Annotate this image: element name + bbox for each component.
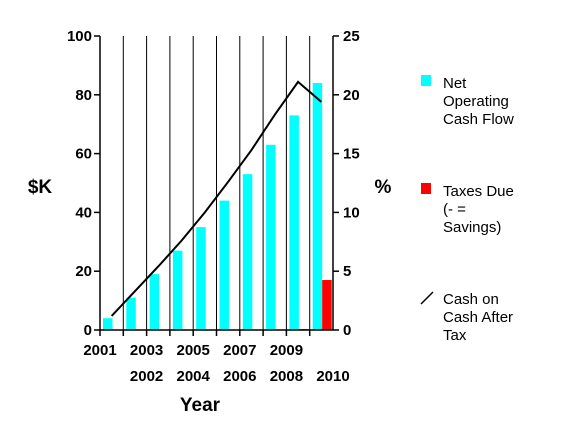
tick-labels: 0 20 40 60 80 100 0 5 10 15 20 25 2001 2002 2003 2004 20… bbox=[67, 28, 360, 385]
legend-line-swatch bbox=[420, 291, 434, 305]
bar-net-operating-cash-flow bbox=[312, 83, 323, 330]
legend-label: Operating bbox=[443, 93, 509, 110]
vertical-grid bbox=[122, 36, 311, 330]
bar-taxes-due bbox=[322, 280, 332, 330]
y2-tick-label: 5 bbox=[343, 263, 351, 280]
y2-tick-label: 10 bbox=[343, 204, 360, 221]
y-tick-label: 20 bbox=[75, 263, 92, 280]
axes bbox=[94, 35, 339, 336]
bar-net-operating-cash-flow bbox=[289, 115, 299, 330]
bar-net-operating-cash-flow bbox=[196, 227, 206, 330]
legend-label: Tax bbox=[443, 327, 467, 344]
y-axis-title: $K bbox=[28, 177, 53, 198]
x-tick-label: 2006 bbox=[223, 368, 256, 385]
y2-axis-title: % bbox=[375, 177, 392, 198]
x-tick-label: 2007 bbox=[223, 342, 256, 359]
x-tick-label: 2009 bbox=[270, 342, 303, 359]
y-tick-label: 0 bbox=[84, 322, 92, 339]
x-tick-label: 2010 bbox=[316, 368, 349, 385]
y-tick-label: 100 bbox=[67, 28, 92, 45]
legend-label: Cash Flow bbox=[443, 111, 514, 128]
y-tick-label: 40 bbox=[75, 204, 92, 221]
x-tick-label: 2003 bbox=[130, 342, 163, 359]
legend-label: Cash on bbox=[443, 291, 499, 308]
legend-swatch bbox=[421, 183, 431, 194]
y-tick-label: 80 bbox=[75, 87, 92, 104]
bar-net-operating-cash-flow bbox=[266, 144, 276, 330]
bar-net-operating-cash-flow bbox=[103, 318, 113, 330]
y2-tick-label: 15 bbox=[343, 146, 360, 163]
bar-net-operating-cash-flow bbox=[242, 174, 253, 330]
x-tick-label: 2005 bbox=[177, 342, 210, 359]
bar-net-operating-cash-flow bbox=[149, 274, 160, 330]
x-tick-label: 2004 bbox=[177, 368, 211, 385]
legend-label: Cash After bbox=[443, 309, 513, 326]
y2-tick-label: 20 bbox=[343, 87, 360, 104]
bar-net-operating-cash-flow bbox=[126, 297, 136, 330]
bars bbox=[103, 83, 332, 330]
y2-tick-label: 0 bbox=[343, 322, 351, 339]
x-tick-label: 2008 bbox=[270, 368, 303, 385]
bar-net-operating-cash-flow bbox=[219, 200, 229, 330]
legend-label: Taxes Due bbox=[443, 183, 514, 200]
y2-tick-label: 25 bbox=[343, 28, 360, 45]
x-tick-label: 2002 bbox=[130, 368, 163, 385]
x-axis-title: Year bbox=[180, 395, 221, 416]
line-cash-on-cash-after-tax bbox=[110, 80, 323, 317]
y-tick-label: 60 bbox=[75, 146, 92, 163]
legend-label: Savings) bbox=[443, 219, 501, 236]
legend-label: Net bbox=[443, 75, 467, 92]
line-series bbox=[110, 80, 323, 317]
x-tick-label: 2001 bbox=[83, 342, 116, 359]
bar-net-operating-cash-flow bbox=[172, 250, 183, 330]
legend-swatch bbox=[421, 75, 431, 86]
legend-label: (- = bbox=[443, 201, 466, 218]
